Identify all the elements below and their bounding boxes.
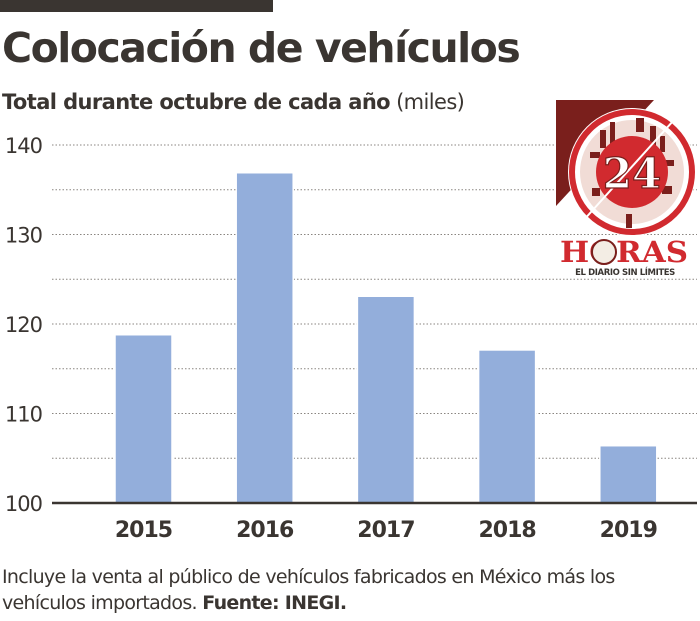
y-tick-label: 120 <box>5 313 42 337</box>
logo-center-disc <box>596 136 668 208</box>
y-tick-label: 110 <box>5 403 42 427</box>
top-accent-bar <box>0 0 273 12</box>
y-tick-label: 100 <box>5 492 42 516</box>
chart-title: Colocación de vehículos <box>2 24 521 72</box>
bar-chart: 100 110 120 130 140 2015 2016 2017 2018 2019 <box>5 134 697 543</box>
bar-2017 <box>356 295 416 504</box>
x-tick-label: 2018 <box>478 518 535 543</box>
footnote: Incluye la venta al público de vehículos… <box>2 564 698 616</box>
bar-2016 <box>235 171 294 504</box>
y-axis-ticks: 100 110 120 130 140 <box>5 134 43 516</box>
x-tick-label: 2017 <box>357 518 414 543</box>
footnote-text: Incluye la venta al público de vehículos… <box>2 566 615 614</box>
bar-2019 <box>599 444 658 504</box>
y-tick-label: 140 <box>5 134 42 158</box>
footnote-source: Fuente: INEGI. <box>202 592 347 614</box>
city-skyline-icon <box>590 118 674 228</box>
bar-2015 <box>114 333 173 504</box>
chart-subtitle: Total durante octubre de cada año (miles… <box>2 90 465 114</box>
subtitle-main: Total durante octubre de cada año <box>2 90 391 114</box>
logo-diagonal <box>581 99 693 223</box>
logo-ring <box>569 109 695 235</box>
bar-2018 <box>477 349 537 504</box>
logo-graphic: 24 HORAS <box>556 99 696 269</box>
x-tick-label: 2019 <box>600 518 657 543</box>
subtitle-unit: (miles) <box>396 90 465 114</box>
logo-name: HORAS <box>560 235 688 269</box>
clock-icon <box>591 239 617 265</box>
x-axis-ticks: 2015 2016 2017 2018 2019 <box>115 518 658 543</box>
x-tick-label: 2015 <box>115 518 172 543</box>
logo-tagline: EL DIARIO SIN LÍMITES <box>575 268 675 278</box>
logo-number: 24 <box>603 149 661 198</box>
24-horas-logo: 24 HORAS EL DIARIO SIN LÍMITES <box>552 96 697 278</box>
y-tick-label: 130 <box>5 224 42 248</box>
x-tick-label: 2016 <box>236 518 294 543</box>
